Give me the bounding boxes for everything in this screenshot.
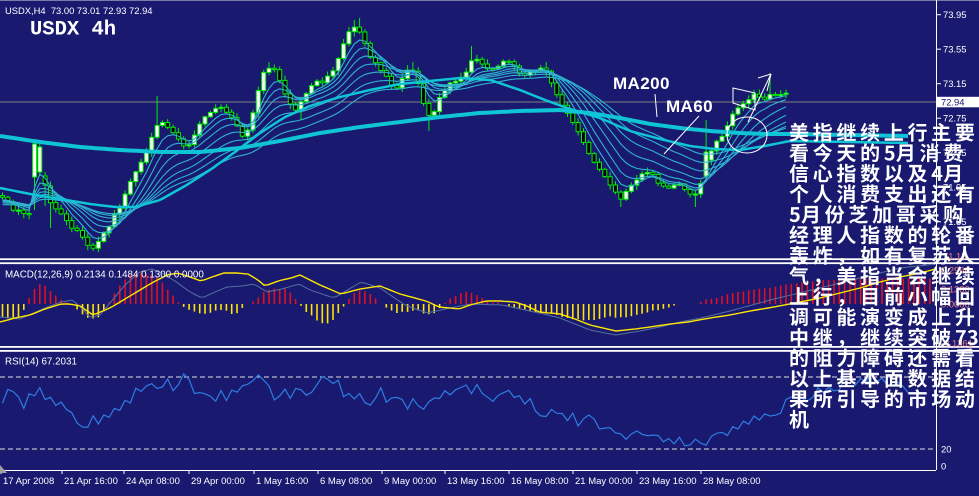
svg-text:73.95: 73.95 [943,9,966,20]
svg-text:29 Apr 00:00: 29 Apr 00:00 [191,476,245,487]
svg-text:0.2966: 0.2966 [941,265,970,276]
svg-text:72.75: 72.75 [943,113,966,124]
svg-text:MA200: MA200 [613,74,670,93]
svg-text:24 Apr 08:00: 24 Apr 08:00 [126,476,180,487]
svg-text:USDX 4h: USDX 4h [30,19,116,42]
svg-text:0.1300: 0.1300 [941,284,970,295]
svg-text:23 May 16:00: 23 May 16:00 [639,476,697,487]
svg-text:0: 0 [941,461,946,472]
svg-text:MACD(12,26,9) 0.2134 0.1484 0.: MACD(12,26,9) 0.2134 0.1484 0.1300 0.000… [5,270,204,281]
svg-text:21 Apr 16:00: 21 Apr 16:00 [64,476,118,487]
svg-text:13 May 16:00: 13 May 16:00 [447,476,505,487]
svg-text:RSI(14) 67.2031: RSI(14) 67.2031 [5,357,77,368]
svg-text:1 May 16:00: 1 May 16:00 [256,476,308,487]
svg-text:21 May 00:00: 21 May 00:00 [575,476,633,487]
svg-text:20: 20 [941,444,951,455]
svg-text:6 May 08:00: 6 May 08:00 [320,476,372,487]
svg-text:16 May 08:00: 16 May 08:00 [511,476,569,487]
svg-text:28 May 08:00: 28 May 08:00 [703,476,761,487]
svg-text:73.15: 73.15 [943,78,966,89]
svg-text:71.95: 71.95 [943,182,966,193]
svg-text:71.55: 71.55 [943,216,966,227]
svg-text:0.0000: 0.0000 [941,299,970,310]
svg-text:-0.1361: -0.1361 [941,338,973,349]
svg-text:MA60: MA60 [666,97,713,116]
svg-text:72.94: 72.94 [941,97,964,108]
svg-text:17 Apr 2008: 17 Apr 2008 [3,476,54,487]
svg-text:USDX,H4 73.00 73.01 72.93 72.: USDX,H4 73.00 73.01 72.93 72.94 [5,5,153,16]
svg-text:9 May 00:00: 9 May 00:00 [384,476,436,487]
svg-text:73.55: 73.55 [943,44,966,55]
svg-text:71.15: 71.15 [943,251,966,262]
